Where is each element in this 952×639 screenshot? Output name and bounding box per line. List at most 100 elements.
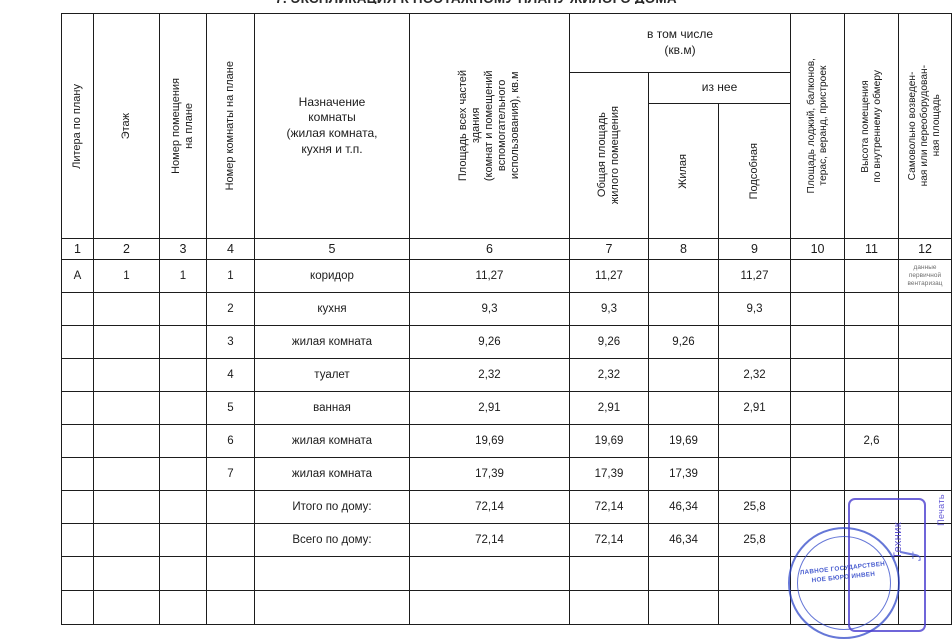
col-header-floor: Этаж bbox=[93, 13, 160, 239]
column-number-7: 7 bbox=[569, 238, 649, 260]
column-number-row: 1 2 3 4 5 6 7 8 9 10 11 12 bbox=[61, 238, 952, 260]
cell-unauthorized-area: данные первичной вентаризац bbox=[898, 259, 952, 293]
cell-floor bbox=[93, 424, 160, 458]
cell-total-living-area: 72,14 bbox=[569, 490, 649, 524]
cell-unauthorized-area bbox=[898, 292, 952, 326]
column-number-6: 6 bbox=[409, 238, 570, 260]
cell-room-number bbox=[206, 523, 255, 557]
group-header-in-that-number-label: в том числе (кв.м) bbox=[647, 27, 713, 57]
cell-living: 17,39 bbox=[648, 457, 719, 491]
cell-total-living-area: 9,3 bbox=[569, 292, 649, 326]
col-header-room-height: Высота помещения по внутреннему обмеру bbox=[844, 13, 900, 239]
col-header-living-label: Жилая bbox=[677, 153, 690, 189]
cell-balcony-area bbox=[790, 292, 846, 326]
cell-floor bbox=[93, 556, 160, 591]
cell-total-living-area: 2,32 bbox=[569, 358, 649, 392]
column-number-3: 3 bbox=[159, 238, 207, 260]
col-header-balcony-area: Площадь лоджий, балконов, терас, веранд,… bbox=[790, 13, 846, 239]
table-row: 2 кухня 9,3 9,3 9,3 bbox=[61, 292, 952, 326]
cell-premise-number: 1 bbox=[159, 259, 207, 293]
cell-utility bbox=[717, 556, 792, 591]
col-header-total-living-area: Общая площадь жилого помещения bbox=[569, 72, 649, 239]
cell-living bbox=[648, 391, 719, 425]
col-header-area-all-parts: Площадь всех частей здания (комнат и пом… bbox=[409, 13, 570, 239]
cell-premise-number bbox=[159, 523, 207, 557]
cell-unauthorized-area bbox=[898, 358, 952, 392]
col-header-unauthorized-area: Самовольно возведен- ная или переоборудо… bbox=[898, 13, 952, 239]
col-header-room-purpose: Назначение комнаты (жилая комната, кухня… bbox=[254, 13, 410, 239]
cell-premise-number bbox=[159, 590, 207, 625]
column-number-12: 12 bbox=[898, 238, 952, 260]
group-header-of-it: из нее bbox=[647, 72, 792, 104]
cell-unauthorized-area bbox=[898, 424, 952, 458]
cell-unauthorized-area bbox=[898, 556, 952, 591]
cell-room-height bbox=[844, 457, 900, 491]
cell-total-living-area: 72,14 bbox=[569, 523, 649, 557]
cell-utility bbox=[717, 457, 792, 491]
cell-unauthorized-area bbox=[898, 523, 952, 557]
cell-floor bbox=[93, 523, 160, 557]
cell-litera bbox=[61, 590, 94, 625]
cell-floor: 1 bbox=[93, 259, 160, 293]
col-header-balcony-area-label: Площадь лоджий, балконов, терас, веранд,… bbox=[805, 58, 829, 194]
col-header-room-height-label: Высота помещения по внутреннему обмеру bbox=[859, 69, 883, 183]
cell-litera bbox=[61, 358, 94, 392]
table-row: 4 туалет 2,32 2,32 2,32 bbox=[61, 358, 952, 392]
cell-area-all-parts: 9,3 bbox=[409, 292, 570, 326]
cell-litera bbox=[61, 325, 94, 359]
cell-area-all-parts: 17,39 bbox=[409, 457, 570, 491]
col-header-litera-label: Литера по плану bbox=[71, 83, 84, 169]
cell-total-living-area: 17,39 bbox=[569, 457, 649, 491]
table-row: Итого по дому: 72,14 72,14 46,34 25,8 bbox=[61, 490, 952, 524]
cell-floor bbox=[93, 590, 160, 625]
cell-living: 19,69 bbox=[648, 424, 719, 458]
cell-balcony-area bbox=[790, 424, 846, 458]
col-header-living: Жилая bbox=[648, 103, 719, 239]
table-header: Литера по плану Этаж Номер помещения на … bbox=[61, 13, 952, 260]
cell-litera bbox=[61, 391, 94, 425]
cell-room-height bbox=[844, 490, 900, 524]
cell-premise-number bbox=[159, 325, 207, 359]
cell-floor bbox=[93, 358, 160, 392]
col-header-utility-label: Подсобная bbox=[748, 142, 761, 200]
cell-area-all-parts: 2,32 bbox=[409, 358, 570, 392]
cell-litera bbox=[61, 292, 94, 326]
cell-area-all-parts: 72,14 bbox=[409, 490, 570, 524]
cell-litera bbox=[61, 457, 94, 491]
explication-table: Литера по плану Этаж Номер помещения на … bbox=[61, 13, 952, 625]
cell-unauthorized-area bbox=[898, 391, 952, 425]
cell-balcony-area bbox=[790, 490, 846, 524]
cell-room-number: 4 bbox=[206, 358, 255, 392]
cell-room-height bbox=[844, 259, 900, 293]
cell-balcony-area bbox=[790, 556, 846, 591]
header-band-3: Жилая Подсобная bbox=[62, 103, 952, 239]
cell-total-living-area: 11,27 bbox=[569, 259, 649, 293]
cell-area-all-parts: 72,14 bbox=[409, 523, 570, 557]
cell-room-purpose bbox=[254, 556, 410, 591]
column-number-5: 5 bbox=[254, 238, 410, 260]
cell-area-all-parts: 11,27 bbox=[409, 259, 570, 293]
cell-room-number: 2 bbox=[206, 292, 255, 326]
cell-unauthorized-area bbox=[898, 490, 952, 524]
column-number-11: 11 bbox=[844, 238, 900, 260]
group-header-of-it-label: из нее bbox=[701, 80, 738, 95]
table-row: 3 жилая комната 9,26 9,26 9,26 bbox=[61, 325, 952, 359]
col-header-utility: Подсобная bbox=[717, 103, 792, 239]
cell-room-height bbox=[844, 556, 900, 591]
cell-balcony-area bbox=[790, 358, 846, 392]
cell-unauthorized-area bbox=[898, 457, 952, 491]
cell-utility bbox=[717, 325, 792, 359]
table-row: А 1 1 1 коридор 11,27 11,27 11,27 данные первичн… bbox=[61, 259, 952, 293]
cell-room-purpose: коридор bbox=[254, 259, 410, 293]
cell-premise-number bbox=[159, 292, 207, 326]
cell-room-purpose bbox=[254, 590, 410, 625]
cell-premise-number bbox=[159, 424, 207, 458]
cell-room-height bbox=[844, 292, 900, 326]
cell-room-height: 2,6 bbox=[844, 424, 900, 458]
cell-living bbox=[648, 292, 719, 326]
cell-room-purpose: жилая комната bbox=[254, 457, 410, 491]
cell-room-height bbox=[844, 523, 900, 557]
inventory-note: данные первичной вентаризац bbox=[907, 264, 943, 287]
cell-floor bbox=[93, 457, 160, 491]
cell-floor bbox=[93, 292, 160, 326]
